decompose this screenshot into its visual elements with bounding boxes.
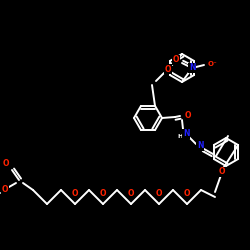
Text: O: O xyxy=(165,64,171,74)
Text: O: O xyxy=(184,188,190,198)
Text: O: O xyxy=(3,158,9,168)
Text: N: N xyxy=(197,142,203,150)
Text: O: O xyxy=(156,188,162,198)
Text: O: O xyxy=(219,168,225,176)
Text: O: O xyxy=(173,56,179,64)
Text: O: O xyxy=(128,188,134,198)
Text: N: N xyxy=(183,130,189,138)
Text: O: O xyxy=(100,188,106,198)
Text: H: H xyxy=(178,134,182,138)
Text: N: N xyxy=(189,64,195,72)
Text: O: O xyxy=(185,112,191,120)
Text: O⁻: O⁻ xyxy=(208,61,218,67)
Text: O: O xyxy=(72,188,78,198)
Text: O: O xyxy=(2,186,8,194)
